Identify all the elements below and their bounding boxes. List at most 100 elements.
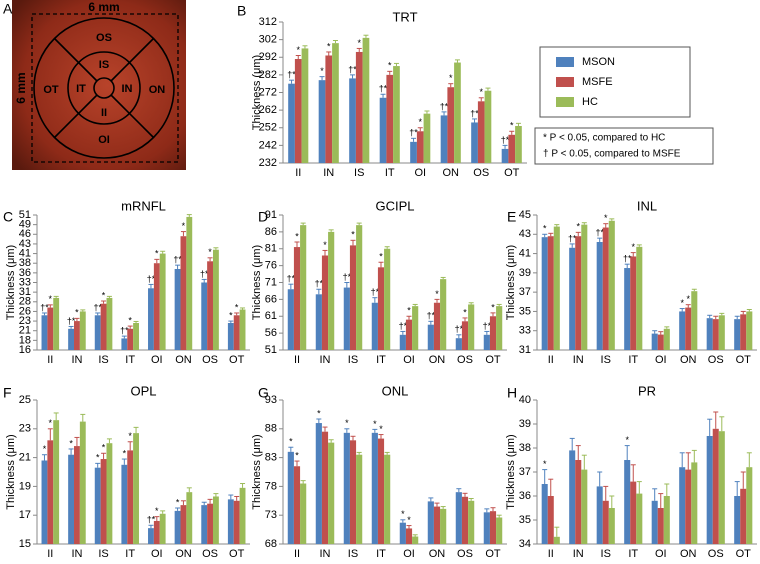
x-tick-label: II <box>294 354 300 366</box>
x-tick-label: OT <box>229 354 245 366</box>
error-bar <box>740 310 746 315</box>
bar <box>371 432 378 544</box>
bar <box>547 496 554 544</box>
y-tick-label: 35 <box>519 514 531 526</box>
significance-marker: †* <box>501 135 510 145</box>
error-bar <box>288 283 294 290</box>
bar <box>602 500 609 544</box>
error-bar <box>490 507 496 512</box>
y-tick-label: 39 <box>519 267 531 279</box>
x-tick-label: OI <box>403 548 415 559</box>
error-bar <box>41 454 47 461</box>
bar <box>174 510 181 544</box>
bar <box>461 496 469 544</box>
bar <box>651 500 658 544</box>
error-bar <box>133 320 139 323</box>
bar <box>239 487 246 544</box>
error-bar <box>121 335 127 339</box>
error-bar <box>294 241 300 248</box>
bar <box>386 74 394 163</box>
y-tick-label: 71 <box>265 276 277 288</box>
bar <box>433 506 441 544</box>
bar <box>153 520 160 544</box>
bar-chart: H PR Thickness (μm) 34 35 36 37 38 39 40 II IN IS IT O… <box>505 383 757 560</box>
error-bar <box>462 317 468 322</box>
error-bar <box>356 222 362 226</box>
sector-label: OT <box>43 84 59 96</box>
error-bar <box>548 478 554 496</box>
bar <box>447 87 455 163</box>
bar <box>405 319 413 350</box>
x-tick-label: IS <box>348 548 358 559</box>
error-bar <box>575 445 581 460</box>
bar <box>355 51 363 163</box>
bar <box>301 48 309 163</box>
bar <box>746 467 753 544</box>
error-bar <box>127 441 133 451</box>
error-bar <box>554 526 560 537</box>
bar <box>596 486 603 544</box>
error-bar <box>502 144 508 149</box>
error-bar <box>101 300 107 304</box>
bar <box>477 101 485 163</box>
error-bar <box>332 40 338 44</box>
bar <box>399 334 406 350</box>
x-tick-label: ON <box>680 548 697 559</box>
significance-marker: * <box>327 41 331 51</box>
significance-marker: †* <box>568 233 577 243</box>
error-bar <box>68 325 74 329</box>
y-tick-label: 43 <box>519 228 531 240</box>
y-axis-label: Thickness (μm) <box>505 434 517 509</box>
bar <box>740 314 747 350</box>
error-bar <box>679 452 685 468</box>
error-bar <box>228 494 234 500</box>
y-tick-label: 17 <box>19 509 31 521</box>
y-tick-label: 19 <box>19 480 31 492</box>
error-bar <box>434 298 440 303</box>
y-tick-label: 40 <box>519 394 531 406</box>
bar <box>393 66 400 163</box>
error-bar <box>180 231 186 237</box>
bar <box>133 433 139 544</box>
sector-label: OI <box>98 134 110 146</box>
x-tick-label: OI <box>655 548 667 559</box>
error-bar <box>356 47 362 52</box>
error-bar <box>240 483 246 488</box>
error-bar <box>180 500 186 506</box>
x-tick-label: OS <box>473 167 489 179</box>
bar <box>201 282 208 350</box>
error-bar <box>411 137 417 142</box>
y-tick-label: 45 <box>519 209 531 221</box>
significance-marker: * <box>296 45 300 55</box>
significance-marker: †* <box>623 254 632 264</box>
error-bar <box>468 497 474 501</box>
error-bar <box>603 485 609 501</box>
x-tick-label: OS <box>708 354 724 366</box>
y-tick-label: 16 <box>19 344 31 356</box>
error-bar <box>350 74 356 79</box>
x-tick-label: IT <box>628 548 638 559</box>
bar <box>734 319 741 350</box>
bar <box>740 488 747 544</box>
error-bar <box>344 428 350 433</box>
error-bar <box>53 412 59 421</box>
bar <box>651 333 658 350</box>
bar <box>718 431 725 544</box>
bar <box>553 226 560 350</box>
bar <box>691 462 698 544</box>
error-bar <box>691 449 697 463</box>
significance-marker: * <box>351 230 355 240</box>
y-tick-label: 21 <box>19 452 31 464</box>
error-bar <box>515 122 521 126</box>
scan-square <box>31 13 179 163</box>
bar-chart: E INL Thickness (μm) 31 33 35 37 39 41 43 45 II IN IS… <box>505 198 757 366</box>
error-bar <box>378 434 384 439</box>
bar <box>608 220 615 350</box>
bar <box>416 131 424 163</box>
bar <box>712 319 719 350</box>
bar <box>657 508 664 544</box>
notes: * P < 0.05, compared to HC † P < 0.05, c… <box>534 127 714 165</box>
bar <box>349 78 356 163</box>
error-bar <box>664 326 670 329</box>
